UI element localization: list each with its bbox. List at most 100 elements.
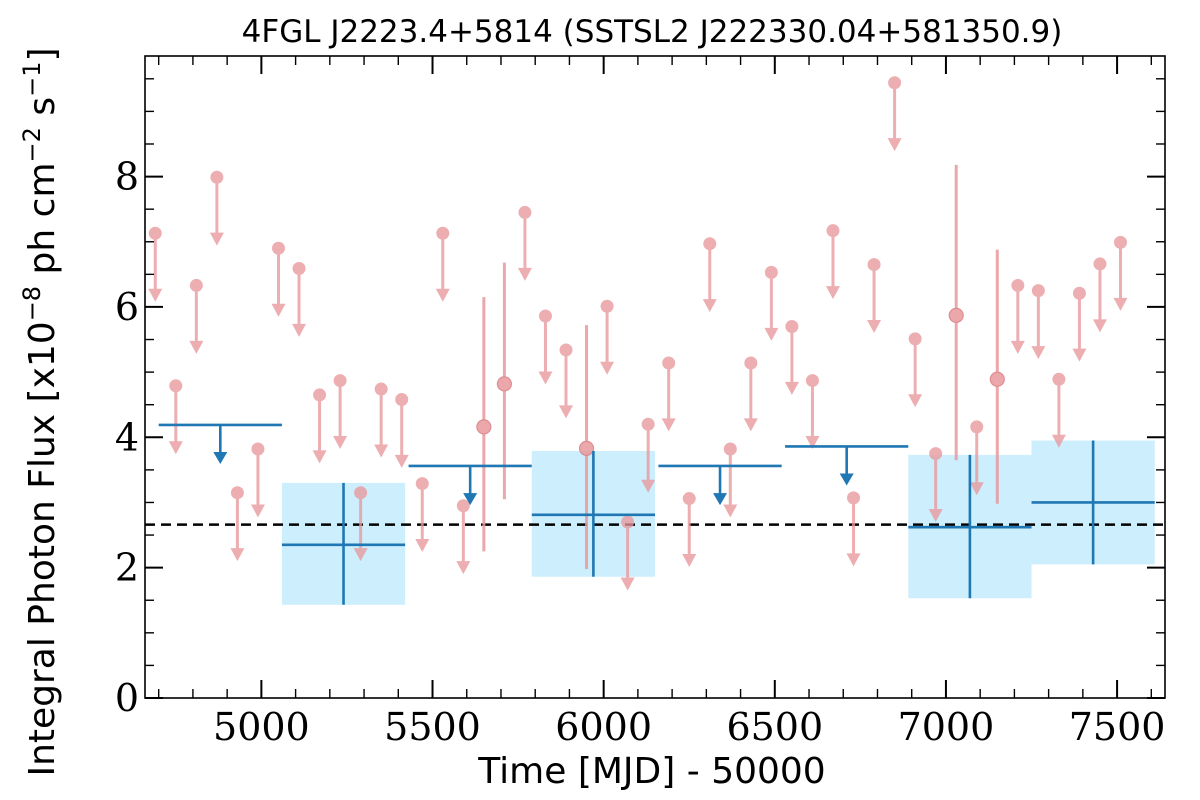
short-bin-upper-limit-21	[641, 417, 656, 493]
short-ul-point-14	[436, 226, 450, 240]
short-ul-point-1	[169, 379, 183, 393]
short-bin-upper-limit-24	[702, 237, 717, 313]
short-ul-point-17	[538, 309, 552, 323]
short-ul-point-0	[148, 226, 162, 240]
short-ul-point-33	[888, 76, 902, 90]
short-bin-upper-limit-18	[559, 343, 574, 419]
y-axis-label-exponent: −1	[18, 62, 46, 97]
short-ul-arrow-0-head	[148, 288, 163, 302]
short-bin-upper-limit-39	[1051, 372, 1066, 448]
short-ul-arrow-36-head	[969, 482, 984, 496]
short-bin-upper-limit-20	[620, 515, 635, 591]
short-bin-upper-limit-15	[456, 499, 471, 575]
short-ul-arrow-3-head	[209, 232, 224, 246]
short-ul-arrow-41-head	[1092, 319, 1107, 333]
chart-title: 4FGL J2223.4+5814 (SSTSL2 J222330.04+581…	[242, 14, 1063, 50]
short-ul-point-40	[1072, 286, 1086, 300]
short-ul-arrow-10-head	[353, 548, 368, 562]
short-ul-point-11	[374, 382, 388, 396]
short-ul-point-36	[970, 420, 984, 434]
short-ul-point-12	[395, 392, 409, 406]
short-bin-upper-limit-1	[168, 379, 183, 455]
short-ul-arrow-23-head	[682, 553, 697, 567]
long-bin-detection-2	[908, 454, 1032, 599]
short-bin-detection-1	[496, 262, 512, 500]
short-ul-arrow-16-head	[517, 267, 532, 281]
y-tick-label: 6	[115, 285, 139, 329]
long-bin-detection-1	[531, 450, 655, 577]
short-bin-upper-limit-31	[846, 491, 861, 567]
short-bin-upper-limit-40	[1072, 286, 1087, 362]
short-ul-arrow-5-head	[250, 504, 265, 518]
short-bin-upper-limit-14	[435, 226, 450, 302]
y-tick-label: 8	[115, 155, 139, 199]
short-ul-point-23	[682, 492, 696, 506]
short-bin-upper-limit-23	[682, 492, 697, 567]
short-bin-upper-limit-11	[374, 382, 389, 458]
long-bin-upper-limit-0	[158, 423, 282, 465]
plot-frame	[144, 55, 1166, 699]
short-ul-arrow-38-head	[1031, 346, 1046, 360]
short-ul-arrow-12-head	[394, 454, 409, 468]
short-ul-point-37	[1011, 278, 1025, 292]
data-layer	[145, 76, 1165, 605]
short-ul-point-7	[292, 261, 306, 275]
short-ul-point-19	[600, 299, 614, 313]
y-axis-label-exponent: −8	[18, 286, 46, 321]
short-ul-point-18	[559, 343, 573, 357]
short-bin-upper-limit-27	[764, 265, 779, 341]
short-ul-arrow-27-head	[764, 327, 779, 341]
short-bin-upper-limit-28	[784, 319, 799, 395]
short-ul-arrow-7-head	[292, 323, 307, 337]
x-tick-label: 5000	[213, 705, 310, 749]
long-ul-arrow-0-head	[213, 452, 228, 465]
long-ul-arrow-1-head	[463, 493, 478, 506]
short-ul-point-35	[929, 447, 943, 461]
short-det-point-3	[948, 307, 964, 324]
short-ul-point-2	[189, 278, 203, 292]
x-tick-label: 7000	[898, 705, 995, 749]
short-ul-point-31	[847, 491, 861, 505]
short-ul-arrow-31-head	[846, 553, 861, 567]
short-ul-arrow-29-head	[805, 436, 820, 450]
short-ul-arrow-8-head	[312, 450, 327, 464]
short-ul-point-20	[621, 515, 635, 529]
short-bin-upper-limit-38	[1031, 284, 1046, 360]
short-ul-arrow-39-head	[1051, 434, 1066, 448]
y-axis-label-text: s	[22, 97, 63, 127]
short-ul-arrow-1-head	[168, 441, 183, 455]
short-bin-upper-limit-32	[867, 258, 882, 334]
short-ul-arrow-11-head	[374, 444, 389, 458]
short-ul-point-10	[354, 486, 368, 500]
y-axis-label-text: ]	[22, 47, 63, 61]
x-tick-label: 6500	[726, 705, 823, 749]
x-tick-label: 5500	[384, 705, 481, 749]
short-ul-point-13	[415, 477, 429, 491]
short-bin-upper-limit-34	[908, 332, 923, 408]
short-bin-upper-limit-36	[969, 420, 984, 496]
short-ul-arrow-14-head	[435, 288, 450, 302]
short-ul-point-41	[1093, 257, 1107, 271]
short-ul-point-32	[867, 258, 881, 272]
short-det-point-1	[496, 376, 512, 392]
short-det-point-4	[989, 371, 1005, 387]
short-bin-upper-limit-7	[292, 261, 307, 337]
short-ul-arrow-13-head	[415, 539, 430, 553]
long-ul-arrow-3-head	[839, 473, 854, 486]
short-bin-upper-limit-41	[1092, 257, 1107, 333]
long-bin-detection-0	[281, 482, 406, 605]
short-bin-upper-limit-17	[538, 309, 553, 385]
short-ul-arrow-34-head	[908, 394, 923, 408]
short-bin-upper-limit-19	[600, 299, 615, 375]
short-ul-point-4	[230, 486, 244, 500]
short-ul-point-16	[518, 205, 532, 219]
short-ul-point-25	[723, 442, 737, 456]
plot-area	[145, 76, 1165, 605]
x-axis-label: Time [MJD] - 50000	[477, 751, 825, 792]
short-ul-point-38	[1031, 284, 1045, 298]
short-det-point-2	[578, 440, 595, 456]
short-bin-upper-limit-16	[517, 205, 532, 281]
short-ul-point-29	[805, 374, 819, 388]
short-ul-arrow-24-head	[702, 299, 717, 313]
